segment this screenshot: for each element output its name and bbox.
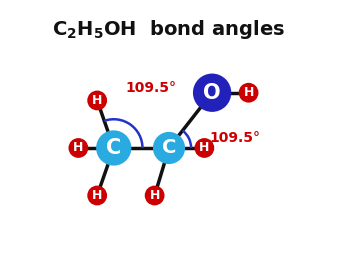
Text: H: H (92, 94, 102, 107)
Circle shape (154, 133, 184, 163)
Circle shape (195, 139, 213, 157)
Text: H: H (199, 142, 210, 154)
Text: H: H (92, 189, 102, 202)
Circle shape (70, 139, 87, 157)
Text: O: O (203, 83, 221, 103)
Circle shape (194, 75, 230, 111)
Circle shape (240, 84, 258, 102)
Circle shape (146, 187, 164, 204)
Text: 109.5°: 109.5° (126, 81, 177, 95)
Circle shape (88, 187, 106, 204)
Text: H: H (73, 142, 83, 154)
Text: H: H (149, 189, 160, 202)
Circle shape (88, 91, 106, 109)
Text: C: C (106, 138, 121, 158)
Text: C: C (162, 139, 176, 158)
Text: H: H (243, 86, 254, 99)
Text: 109.5°: 109.5° (210, 131, 261, 145)
Circle shape (97, 131, 130, 164)
Text: $\mathbf{C_2H_5OH}$  bond angles: $\mathbf{C_2H_5OH}$ bond angles (52, 18, 286, 41)
